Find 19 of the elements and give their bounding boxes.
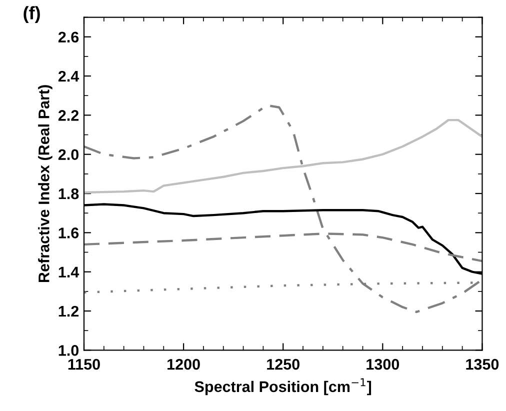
line-series	[84, 104, 482, 314]
y-tick-label: 1.0	[58, 345, 79, 356]
y-tick-label: 2.6	[58, 32, 79, 43]
line-series	[84, 118, 482, 194]
y-tick-label: 1.6	[58, 228, 79, 238]
chart-title: (f)	[24, 6, 40, 23]
x-tick-label: 1250	[267, 358, 300, 370]
x-tick-label: 1150	[68, 358, 100, 370]
y-tick-label: 1.2	[58, 306, 79, 317]
y-tick-label: 2.0	[58, 149, 79, 160]
x-tick-label: 1350	[466, 358, 499, 370]
y-tick-label: 1.4	[58, 266, 80, 278]
y-axis-title: Refractive Index (Real Part)	[38, 85, 52, 282]
y-tick-label: 1.8	[58, 188, 79, 200]
x-tick-label: 1200	[168, 358, 200, 370]
x-tick-label: 1300	[366, 358, 400, 370]
y-tick-label: 2.2	[58, 110, 79, 121]
y-tick-label: 2.4	[58, 70, 80, 82]
x-axis-title: Spectral Position [cm$^{−1}$]	[194, 378, 372, 396]
